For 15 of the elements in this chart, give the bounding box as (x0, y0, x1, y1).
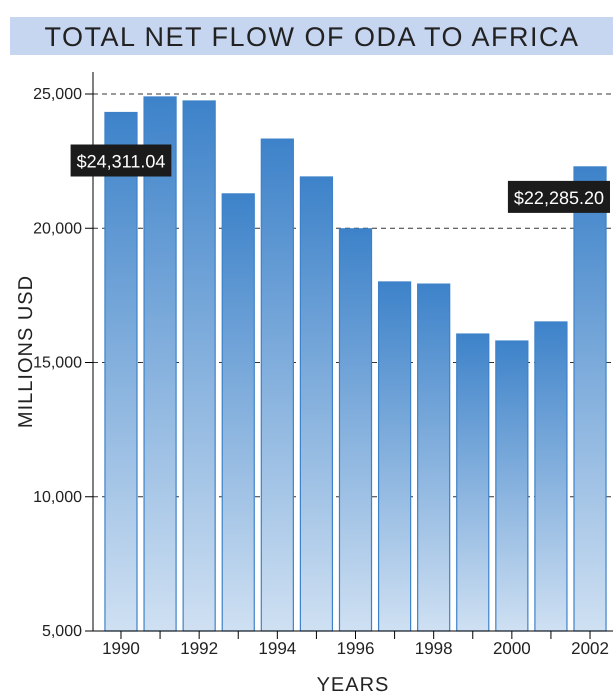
x-tick-label: 1990 (102, 639, 140, 658)
y-tick-label: 10,000 (33, 488, 82, 506)
y-tick-label: 20,000 (33, 220, 82, 238)
x-tick-label: 2000 (492, 639, 531, 658)
x-tick-label: 2002 (571, 639, 609, 658)
x-tick-label: 1998 (414, 639, 453, 658)
x-tick-label: 1996 (336, 639, 374, 658)
data-label: $22,285.20 (514, 188, 604, 208)
data-label: $24,311.04 (76, 152, 166, 172)
x-axis-title: YEARS (316, 674, 390, 696)
y-tick-label: 5,000 (42, 623, 82, 640)
y-tick-label: 25,000 (33, 86, 82, 104)
x-tick-label: 1992 (180, 639, 218, 658)
chart-title: TOTAL NET FLOW OF ODA TO AFRICA (44, 22, 580, 52)
x-tick-label: 1994 (258, 639, 296, 658)
